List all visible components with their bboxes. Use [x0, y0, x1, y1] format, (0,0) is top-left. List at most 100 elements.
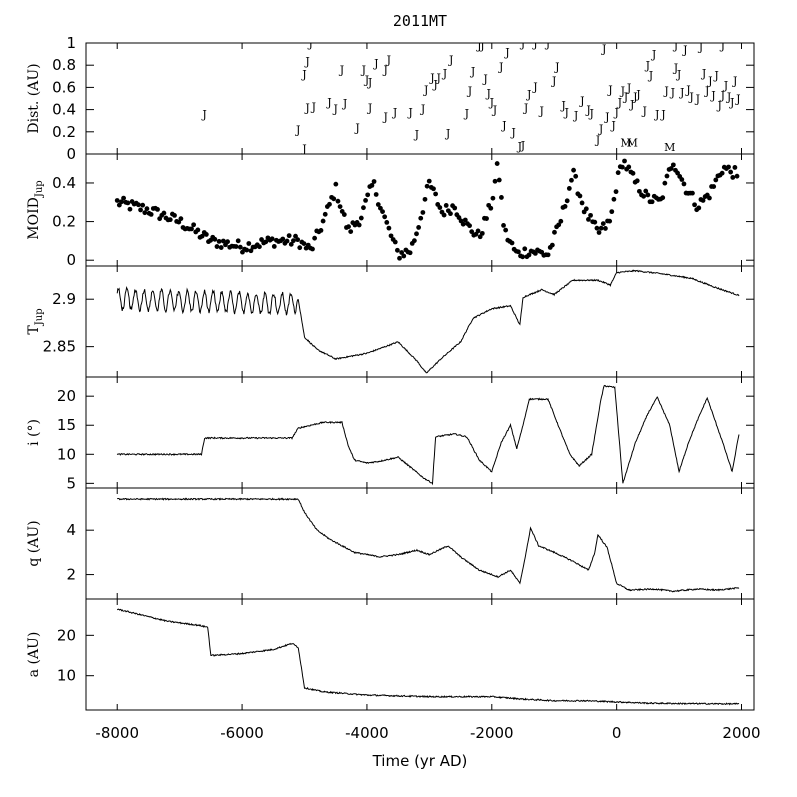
jupiter-encounter-mark: J	[442, 67, 447, 80]
jupiter-encounter-mark: J	[532, 37, 537, 50]
moid-point	[443, 203, 449, 208]
moid-point	[148, 211, 154, 217]
y-tick-label-moid: 0.2	[52, 213, 76, 231]
moid-point	[286, 233, 292, 239]
moid-point	[195, 227, 201, 233]
jupiter-encounter-mark: J	[610, 119, 615, 132]
jupiter-encounter-mark: J	[685, 84, 690, 97]
x-axis: -8000 -6000 -4000 -2000 0 2000	[95, 724, 760, 742]
jupiter-encounter-mark: J	[386, 54, 391, 67]
jupiter-encounter-mark: J	[367, 101, 372, 114]
moid-point	[318, 227, 324, 233]
moid-point	[441, 212, 447, 218]
panel-frame-q	[85, 487, 755, 600]
panel-frame-a	[85, 598, 755, 711]
moid-point	[558, 218, 564, 224]
jupiter-encounter-mark: J	[729, 96, 734, 109]
mars-encounter-mark: M	[627, 136, 638, 149]
moid-point	[365, 192, 371, 198]
jupiter-encounter-mark: J	[304, 101, 309, 114]
moid-point	[216, 238, 222, 244]
moid-point	[515, 249, 521, 255]
moid-point	[248, 248, 254, 254]
jupiter-encounter-mark: J	[716, 99, 721, 112]
moid-point	[641, 193, 647, 199]
moid-point	[172, 212, 177, 218]
moid-point	[583, 206, 589, 212]
jupiter-encounter-mark: J	[339, 64, 344, 77]
jupiter-encounter-mark: J	[726, 90, 731, 103]
jupiter-encounter-mark: J	[407, 106, 412, 119]
y-axis-label-dist: Dist. (AU)	[26, 63, 42, 133]
panel-incl: 5 10 15 20 i (°)	[26, 376, 755, 492]
moid-point	[594, 225, 600, 231]
moid-point	[395, 247, 400, 253]
moid-point	[214, 244, 220, 249]
jupiter-encounter-mark: J	[701, 67, 706, 80]
jupiter-encounter-mark: J	[485, 87, 490, 100]
moid-point	[136, 202, 141, 208]
moid-point	[212, 236, 218, 242]
moid-point	[679, 177, 685, 182]
y-tick-label-a: 10	[57, 667, 76, 685]
y-tick-label-dist: 0.6	[52, 78, 76, 96]
moid-point	[573, 173, 579, 179]
moid-point	[271, 244, 277, 249]
moid-point	[233, 244, 239, 249]
moid-point	[346, 224, 351, 230]
moid-point	[460, 221, 466, 227]
series-line-tjup	[116, 269, 740, 374]
jupiter-encounter-mark: J	[532, 80, 537, 93]
jupiter-encounter-mark: J	[498, 60, 503, 73]
jupiter-encounter-mark: J	[713, 69, 718, 82]
jupiter-encounter-mark: J	[304, 55, 309, 68]
jupiter-encounter-mark: J	[367, 76, 372, 89]
jupiter-encounter-mark: J	[392, 106, 397, 119]
moid-point	[331, 196, 337, 202]
moid-point	[562, 203, 568, 209]
moid-point	[660, 195, 666, 201]
moid-point	[397, 255, 402, 261]
moid-point	[369, 182, 375, 188]
jupiter-encounter-mark: J	[710, 89, 715, 102]
moid-point	[596, 230, 602, 235]
moid-point	[707, 195, 712, 201]
jupiter-encounter-mark: J	[523, 101, 528, 114]
jupiter-encounter-mark: J	[682, 44, 687, 57]
y-tick-label-q: 4	[66, 521, 76, 539]
jupiter-encounter-mark: J	[623, 90, 628, 103]
moid-point	[668, 166, 674, 171]
moid-point	[284, 238, 290, 244]
moid-point	[636, 188, 642, 194]
jupiter-encounter-mark: J	[520, 37, 525, 50]
moid-point	[333, 181, 339, 187]
chart-title: 2011MT	[393, 12, 447, 30]
moid-point	[191, 222, 197, 228]
moid-point	[220, 238, 226, 244]
moid-point	[382, 214, 388, 220]
panel-a: 10 20 a (AU)	[26, 598, 755, 711]
jupiter-encounter-mark: J	[308, 37, 313, 50]
y-tick-label-moid: 0.4	[52, 174, 76, 192]
jupiter-encounter-mark: J	[704, 85, 709, 98]
x-tick-label: -4000	[345, 724, 389, 742]
moid-point	[414, 231, 419, 237]
jupiter-encounter-mark: J	[670, 86, 675, 99]
moid-point	[501, 222, 506, 228]
jupiter-encounter-mark: J	[492, 104, 497, 117]
moid-point	[225, 239, 230, 245]
moid-point	[392, 239, 398, 245]
moid-point	[711, 184, 717, 189]
moid-point	[713, 177, 719, 183]
moid-point	[630, 170, 636, 176]
moid-point	[426, 178, 432, 184]
moid-point	[479, 230, 485, 236]
jupiter-encounter-mark: J	[626, 81, 631, 94]
jupiter-encounter-mark: J	[595, 134, 600, 147]
jupiter-encounter-mark: J	[642, 105, 647, 118]
moid-point	[643, 188, 649, 194]
y-tick-label-dist: 0.4	[52, 101, 76, 119]
jupiter-encounter-mark: J	[510, 126, 515, 139]
jupiter-encounter-mark: J	[613, 106, 618, 119]
plot-area-q	[116, 497, 740, 593]
